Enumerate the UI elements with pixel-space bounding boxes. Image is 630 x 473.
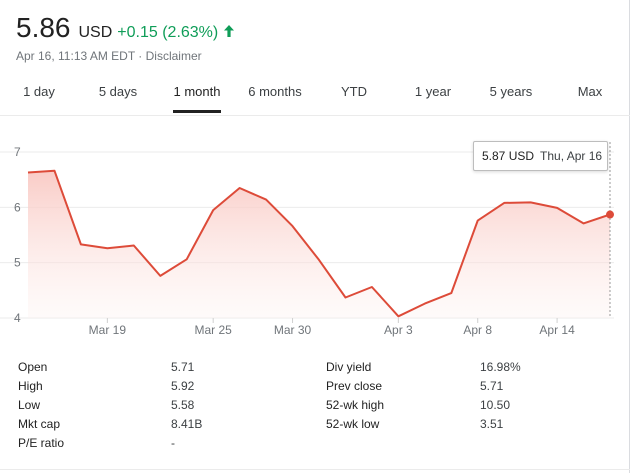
tab-5-days[interactable]: 5 days	[98, 84, 138, 99]
price-line	[27, 169, 611, 318]
arrow-up-icon	[223, 24, 235, 43]
meta-separator: ·	[134, 49, 146, 63]
chart-tooltip: 5.87 USD Thu, Apr 16	[473, 141, 608, 171]
stat-label-mkt-cap: Mkt cap	[18, 417, 61, 431]
y-tick-label: 6	[14, 200, 21, 214]
stat-label-open: Open	[18, 360, 48, 374]
price-header: 5.86 USD +0.15 (2.63%)	[16, 12, 235, 44]
tab-5-years[interactable]: 5 years	[489, 84, 533, 99]
y-tick-label: 5	[14, 256, 21, 270]
x-tick-label: Mar 25	[195, 323, 233, 337]
y-tick-label: 4	[14, 311, 21, 325]
currency-label: USD	[78, 24, 113, 41]
stat-value-prev-close: 5.71	[480, 379, 504, 393]
price-chart[interactable]: 4 5 6 7 Mar 19 Mar 25 Mar 30 Apr 3 Apr 8 Apr 14	[0, 130, 630, 345]
x-tick-label: Apr 8	[463, 323, 492, 337]
quote-meta: Apr 16, 11:13 AM EDT · Disclaimer	[16, 49, 202, 63]
current-price: 5.86	[16, 12, 71, 43]
hover-point-marker	[606, 210, 614, 219]
stat-value-div-yield: 16.98%	[480, 360, 521, 374]
y-tick-label: 7	[14, 145, 21, 159]
stat-label-low: Low	[18, 398, 41, 412]
tabs-divider	[0, 115, 630, 116]
time-range-tabs: 1 day 5 days 1 month 6 months YTD 1 year…	[0, 78, 630, 116]
stat-value-high: 5.92	[171, 379, 195, 393]
stat-value-open: 5.71	[171, 360, 195, 374]
x-tick-label: Apr 3	[384, 323, 413, 337]
x-tick-label: Mar 30	[274, 323, 312, 337]
stat-value-mkt-cap: 8.41B	[171, 417, 203, 431]
tab-max[interactable]: Max	[577, 84, 603, 99]
stat-label-div-yield: Div yield	[326, 360, 372, 374]
stat-value-pe-ratio: -	[171, 436, 175, 450]
tab-6-months[interactable]: 6 months	[248, 84, 302, 99]
price-change: +0.15 (2.63%)	[117, 24, 219, 41]
y-axis-labels: 4 5 6 7	[14, 145, 21, 325]
stat-label-pe-ratio: P/E ratio	[18, 436, 65, 450]
x-tick-label: Apr 14	[539, 323, 575, 337]
stat-label-52wk-low: 52-wk low	[326, 417, 380, 431]
tab-ytd[interactable]: YTD	[341, 84, 367, 99]
tab-1-day[interactable]: 1 day	[23, 84, 55, 99]
tab-1-month[interactable]: 1 month	[173, 78, 221, 116]
stat-value-52wk-low: 3.51	[480, 417, 504, 431]
x-axis-labels: Mar 19 Mar 25 Mar 30 Apr 3 Apr 8 Apr 14	[89, 318, 575, 337]
price-area-fill	[28, 170, 610, 318]
stat-label-prev-close: Prev close	[326, 379, 383, 393]
stat-value-52wk-high: 10.50	[480, 398, 511, 412]
tooltip-value: 5.87 USD	[482, 149, 535, 163]
tab-1-year[interactable]: 1 year	[414, 84, 452, 99]
x-tick-label: Mar 19	[89, 323, 127, 337]
tooltip-date: Thu, Apr 16	[540, 149, 603, 163]
frame-border-bottom	[0, 469, 630, 470]
stat-label-52wk-high: 52-wk high	[326, 398, 385, 412]
disclaimer-link[interactable]: Disclaimer	[145, 49, 202, 63]
quote-timestamp: Apr 16, 11:13 AM EDT	[16, 49, 135, 63]
stat-label-high: High	[18, 379, 43, 393]
stat-value-low: 5.58	[171, 398, 195, 412]
